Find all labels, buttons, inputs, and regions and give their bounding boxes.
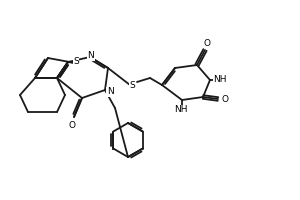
Text: O: O [221,95,229,104]
Text: O: O [203,38,211,47]
Text: O: O [68,121,76,130]
Text: NH: NH [174,106,188,114]
Text: S: S [73,58,79,66]
Text: N: N [106,88,113,97]
Text: S: S [129,82,135,90]
Text: NH: NH [213,75,227,84]
Text: N: N [88,51,94,60]
